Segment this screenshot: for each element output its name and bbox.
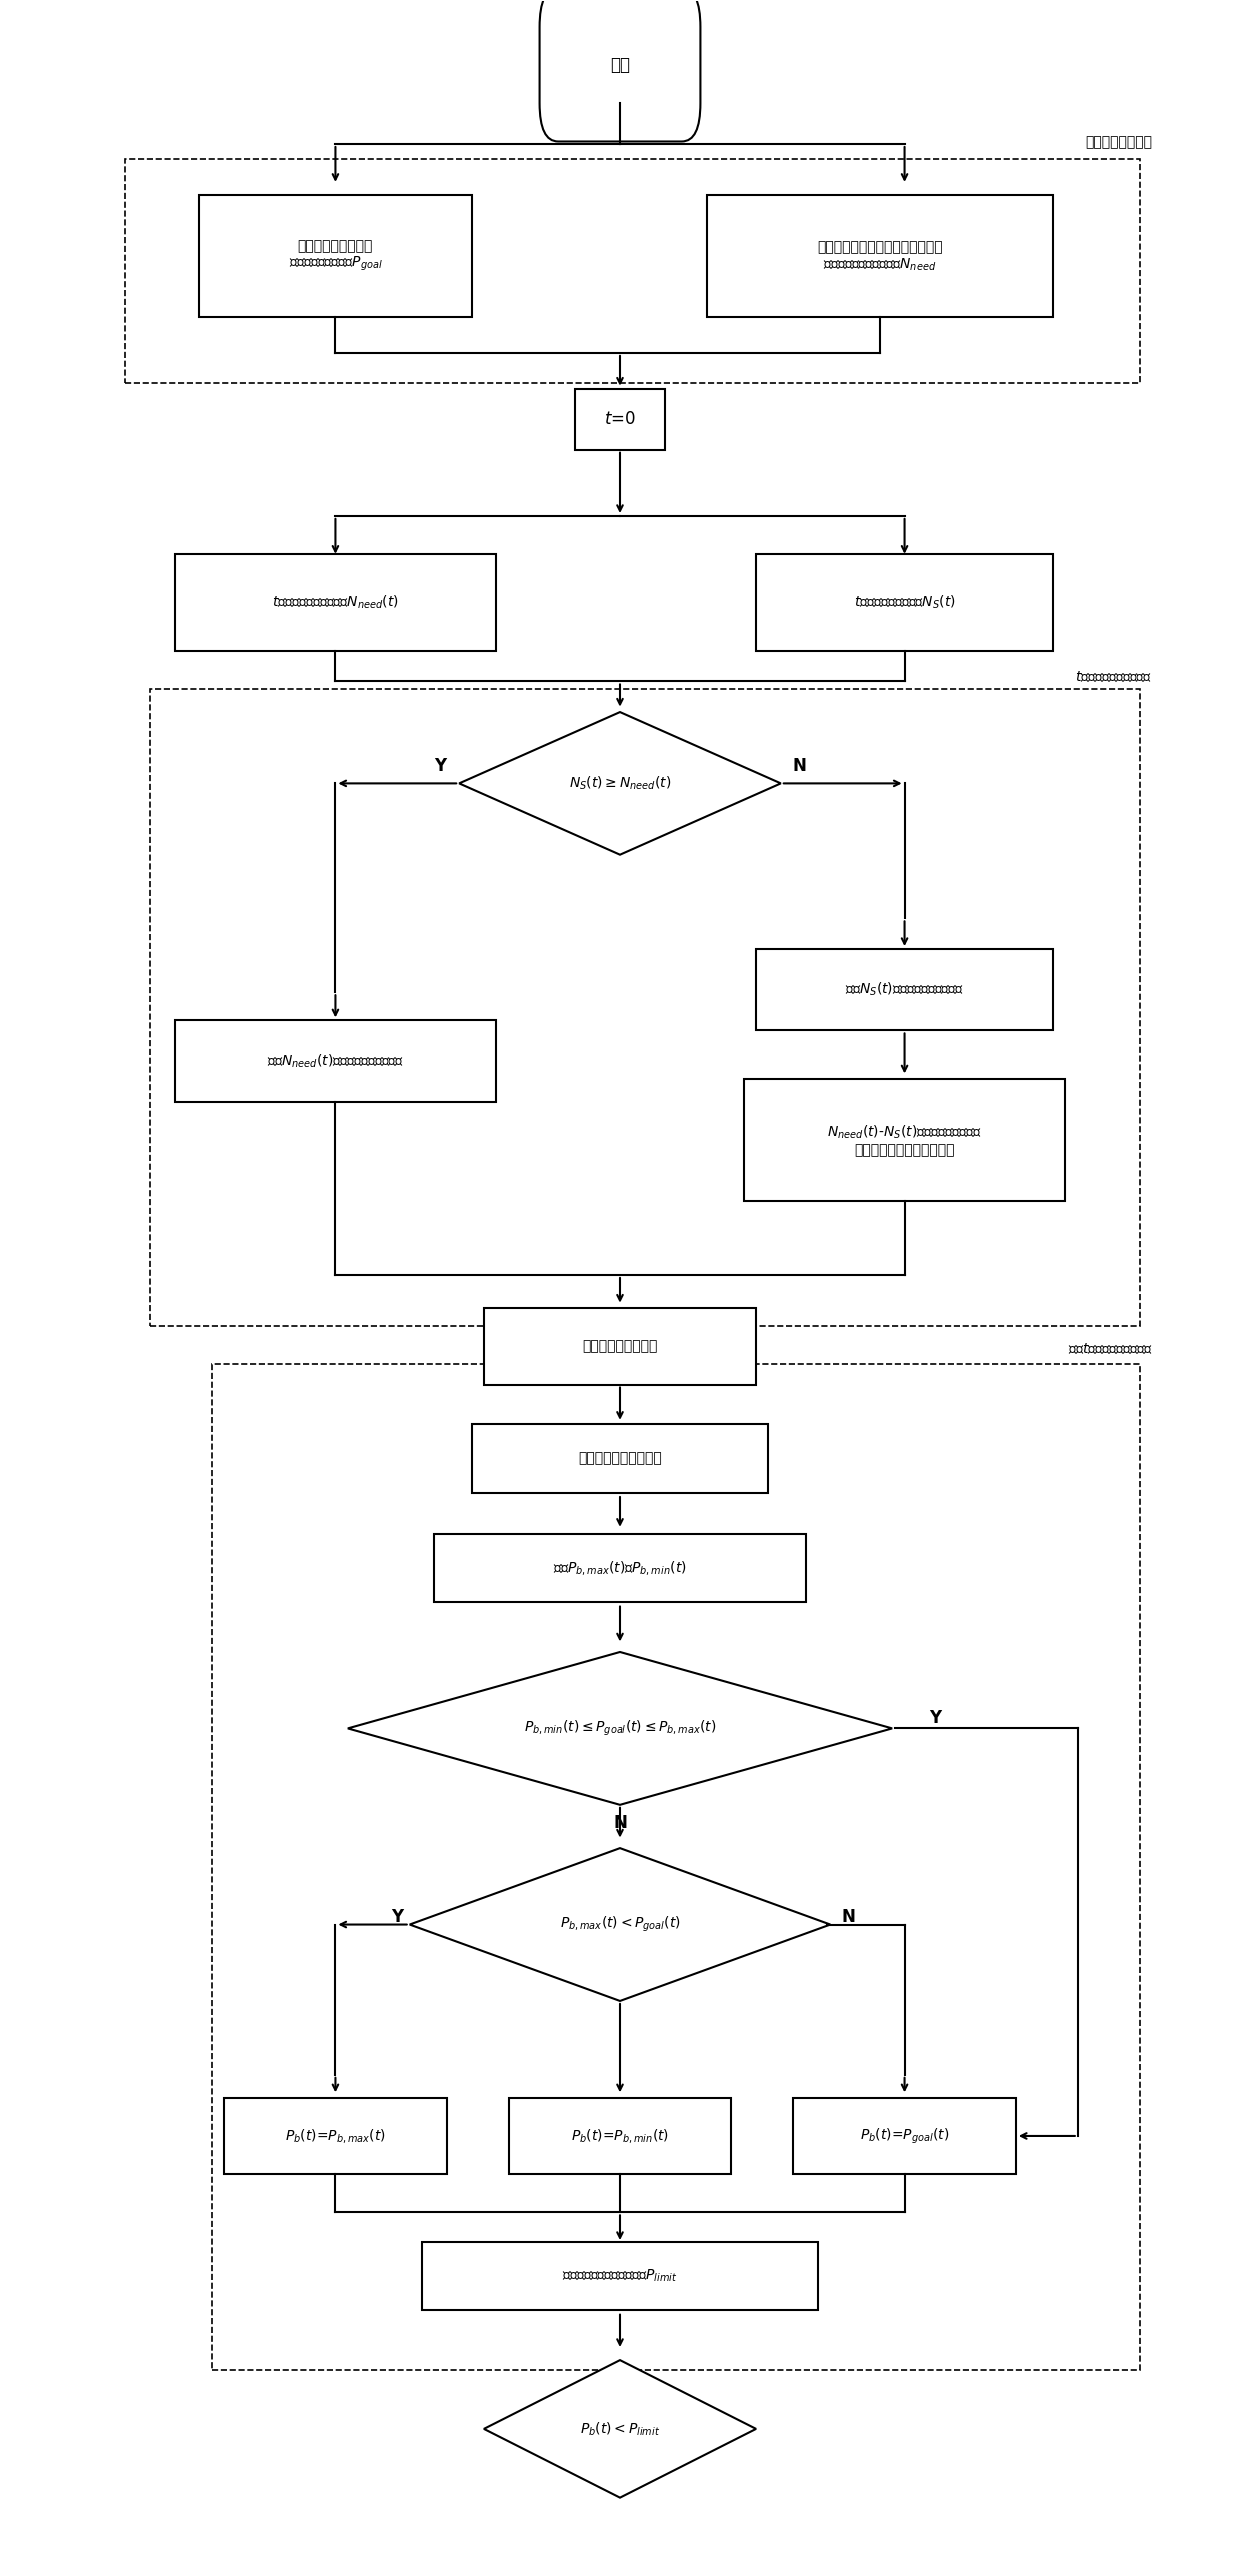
Text: $P_b(t)$=$P_{goal}(t)$: $P_b(t)$=$P_{goal}(t)$ xyxy=(859,2127,950,2145)
Text: $t$时刻电动汽车换电需求$N_{need}(t)$: $t$时刻电动汽车换电需求$N_{need}(t)$ xyxy=(272,594,399,612)
Text: 确定$t$时刻电池组理想负荷: 确定$t$时刻电池组理想负荷 xyxy=(1068,1341,1152,1357)
Polygon shape xyxy=(347,1652,893,1805)
Text: $t$=0: $t$=0 xyxy=(604,411,636,428)
FancyBboxPatch shape xyxy=(539,0,701,140)
Text: N: N xyxy=(792,757,806,775)
Text: 根据电网运行需求，
确定换电站目标负荷$P_{goal}$: 根据电网运行需求， 确定换电站目标负荷$P_{goal}$ xyxy=(289,240,382,273)
Polygon shape xyxy=(409,1849,831,2002)
Text: Y: Y xyxy=(392,1907,403,1925)
Text: $P_b(t)$=$P_{b,min}(t)$: $P_b(t)$=$P_{b,min}(t)$ xyxy=(570,2127,670,2145)
FancyBboxPatch shape xyxy=(744,1079,1065,1201)
FancyBboxPatch shape xyxy=(224,2099,446,2175)
Text: 满足$N_S(t)$辆电动汽车的换电需求: 满足$N_S(t)$辆电动汽车的换电需求 xyxy=(844,982,965,1000)
Text: $t$时刻满电电池组数量$N_S(t)$: $t$时刻满电电池组数量$N_S(t)$ xyxy=(853,594,956,612)
Text: $t$时刻换电站内进行换电: $t$时刻换电站内进行换电 xyxy=(1075,668,1152,683)
Text: $P_{b,max}(t) < P_{goal}(t)$: $P_{b,max}(t) < P_{goal}(t)$ xyxy=(559,1915,681,1935)
FancyBboxPatch shape xyxy=(200,194,471,316)
Text: 更新电池组状态向量: 更新电池组状态向量 xyxy=(583,1339,657,1354)
Text: 连接换电站线路的功率约束$P_{limit}$: 连接换电站线路的功率约束$P_{limit}$ xyxy=(562,2267,678,2285)
Text: $P_b(t)$=$P_{b,max}(t)$: $P_b(t)$=$P_{b,max}(t)$ xyxy=(285,2127,386,2145)
FancyBboxPatch shape xyxy=(471,1423,769,1492)
FancyBboxPatch shape xyxy=(707,194,1053,316)
FancyBboxPatch shape xyxy=(575,388,665,449)
FancyBboxPatch shape xyxy=(422,2241,818,2310)
Text: 计算$P_{b,max}(t)$、$P_{b,min}(t)$: 计算$P_{b,max}(t)$、$P_{b,min}(t)$ xyxy=(553,1558,687,1576)
Text: 开始: 开始 xyxy=(610,56,630,74)
FancyBboxPatch shape xyxy=(175,1020,496,1102)
Text: 确定全天原始数据: 确定全天原始数据 xyxy=(1085,135,1152,148)
FancyBboxPatch shape xyxy=(756,949,1053,1030)
Text: $P_b(t) < P_{limit}$: $P_b(t) < P_{limit}$ xyxy=(580,2420,660,2438)
FancyBboxPatch shape xyxy=(756,553,1053,650)
Text: $N_{need}(t)$-$N_S(t)$辆电动汽车选择其它
换电站或其它时刻进行换电: $N_{need}(t)$-$N_S(t)$辆电动汽车选择其它 换电站或其它时刻… xyxy=(827,1122,982,1158)
Text: N: N xyxy=(842,1907,856,1925)
FancyBboxPatch shape xyxy=(794,2099,1016,2175)
Text: 满足$N_{need}(t)$辆电动汽车的换电需求: 满足$N_{need}(t)$辆电动汽车的换电需求 xyxy=(267,1053,404,1071)
Polygon shape xyxy=(484,2361,756,2496)
Text: 根据历史统计数据以及电动汽车的
行驶特性，估计换电需求$N_{need}$: 根据历史统计数据以及电动汽车的 行驶特性，估计换电需求$N_{need}$ xyxy=(817,240,942,273)
FancyBboxPatch shape xyxy=(484,1308,756,1385)
FancyBboxPatch shape xyxy=(434,1533,806,1601)
Text: Y: Y xyxy=(930,1708,941,1726)
Text: 计算各状态电池组数量: 计算各状态电池组数量 xyxy=(578,1451,662,1466)
FancyBboxPatch shape xyxy=(175,553,496,650)
Polygon shape xyxy=(459,711,781,854)
Text: $N_S(t) \geq N_{need}(t)$: $N_S(t) \geq N_{need}(t)$ xyxy=(569,775,671,793)
Text: N: N xyxy=(613,1813,627,1831)
Text: Y: Y xyxy=(434,757,446,775)
Text: $P_{b,min}(t) \leq P_{goal}(t) \leq P_{b,max}(t)$: $P_{b,min}(t) \leq P_{goal}(t) \leq P_{b… xyxy=(523,1719,717,1739)
FancyBboxPatch shape xyxy=(508,2099,732,2175)
